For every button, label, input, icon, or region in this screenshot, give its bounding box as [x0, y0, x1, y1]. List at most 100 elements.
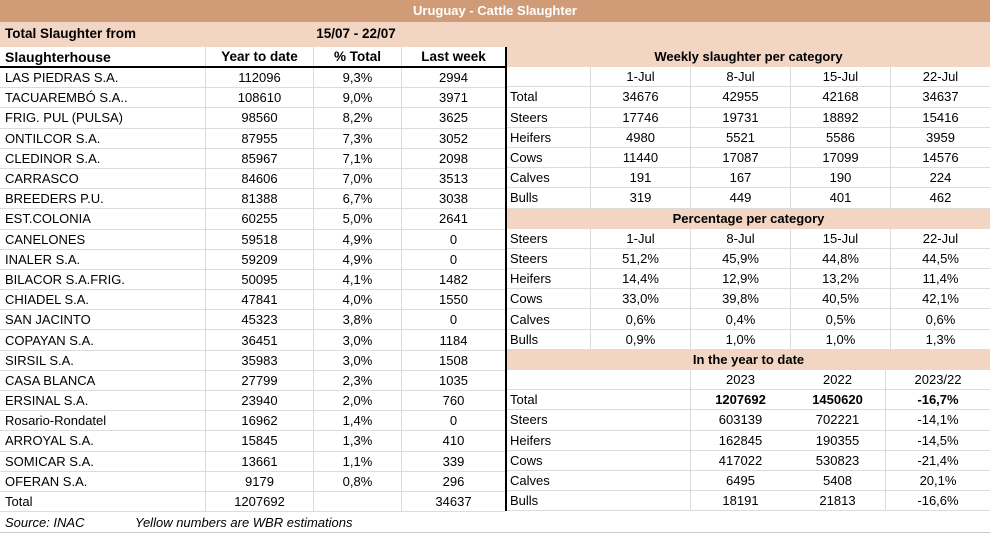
- value-cell[interactable]: 44,8%: [790, 248, 890, 269]
- value-cell[interactable]: 45,9%: [690, 248, 790, 269]
- slaughterhouse-name-cell[interactable]: Total: [0, 491, 206, 512]
- value-cell[interactable]: 15416: [890, 107, 990, 127]
- value-cell[interactable]: 42,1%: [890, 289, 990, 309]
- year-to-date-cell[interactable]: 50095: [206, 269, 314, 290]
- value-cell[interactable]: 0,4%: [690, 309, 790, 329]
- value-cell[interactable]: -16,6%: [885, 491, 990, 511]
- slaughterhouse-name-cell[interactable]: OFERAN S.A.: [0, 471, 206, 491]
- last-week-cell[interactable]: 34637: [435, 494, 472, 510]
- value-cell[interactable]: 3959: [890, 127, 990, 147]
- category-label-cell[interactable]: Heifers: [510, 271, 552, 287]
- pct-total-cell[interactable]: [314, 491, 402, 512]
- category-label-cell[interactable]: Cows: [510, 452, 543, 468]
- last-week-cell[interactable]: 3971: [439, 90, 468, 106]
- pct-total-cell[interactable]: 6,7%: [314, 189, 402, 209]
- slaughterhouse-name-cell[interactable]: COPAYAN S.A.: [0, 330, 206, 350]
- last-week-cell[interactable]: 3513: [439, 171, 468, 187]
- last-week-cell[interactable]: 1482: [439, 271, 468, 287]
- category-label-cell[interactable]: Cows: [510, 150, 543, 166]
- slaughterhouse-name-cell[interactable]: SIRSIL S.A.: [0, 350, 206, 370]
- value-cell[interactable]: 12,9%: [690, 269, 790, 289]
- slaughterhouse-name-cell[interactable]: FRIG. PUL (PULSA): [0, 108, 206, 128]
- pct-total-cell[interactable]: 2,3%: [314, 370, 402, 390]
- value-cell[interactable]: 319: [590, 188, 690, 208]
- value-cell[interactable]: 190355: [815, 432, 860, 448]
- pct-total-cell[interactable]: 9,3%: [314, 68, 402, 88]
- slaughterhouse-name-cell[interactable]: SAN JACINTO: [0, 310, 206, 330]
- year-to-date-cell[interactable]: 81388: [206, 189, 314, 209]
- value-cell[interactable]: -14,5%: [885, 430, 990, 450]
- pct-total-cell[interactable]: 9,0%: [314, 88, 402, 108]
- value-cell[interactable]: 5586: [790, 127, 890, 147]
- pct-total-cell[interactable]: 7,0%: [314, 168, 402, 189]
- year-to-date-cell[interactable]: 15845: [206, 431, 314, 451]
- last-week-cell[interactable]: 0: [449, 312, 458, 328]
- last-week-cell[interactable]: 2641: [439, 211, 468, 227]
- value-cell[interactable]: 14576: [890, 147, 990, 168]
- pct-total-cell[interactable]: 3,8%: [314, 310, 402, 330]
- last-week-cell[interactable]: 1184: [439, 332, 468, 348]
- category-label-cell[interactable]: Bulls: [510, 190, 539, 206]
- slaughterhouse-name-cell[interactable]: LAS PIEDRAS S.A.: [0, 68, 206, 88]
- value-cell[interactable]: 33,0%: [590, 289, 690, 309]
- slaughterhouse-name-cell[interactable]: TACUAREMBÓ S.A..: [0, 88, 206, 108]
- pct-total-cell[interactable]: 7,3%: [314, 128, 402, 148]
- category-label-cell[interactable]: Heifers: [510, 432, 552, 448]
- slaughterhouse-name-cell[interactable]: CASA BLANCA: [0, 370, 206, 390]
- value-cell[interactable]: 42955: [690, 87, 790, 107]
- value-cell[interactable]: 18191: [690, 491, 790, 511]
- last-week-cell[interactable]: 3625: [439, 110, 468, 126]
- year-to-date-cell[interactable]: 112096: [206, 68, 314, 88]
- year-to-date-cell[interactable]: 45323: [206, 310, 314, 330]
- year-to-date-cell[interactable]: 108610: [206, 88, 314, 108]
- year-to-date-cell[interactable]: 9179: [206, 471, 314, 491]
- value-cell[interactable]: 1207692: [690, 390, 790, 410]
- last-week-cell[interactable]: 3052: [439, 130, 468, 146]
- category-label-cell[interactable]: Heifers: [510, 129, 552, 145]
- last-week-cell[interactable]: 0: [449, 413, 458, 429]
- category-label-cell[interactable]: Total: [510, 89, 538, 105]
- slaughterhouse-name-cell[interactable]: CANELONES: [0, 229, 206, 249]
- slaughterhouse-name-cell[interactable]: EST.COLONIA: [0, 209, 206, 229]
- value-cell[interactable]: 603139: [690, 410, 790, 430]
- slaughterhouse-name-cell[interactable]: ERSINAL S.A.: [0, 391, 206, 411]
- last-week-cell[interactable]: 0: [449, 251, 458, 267]
- slaughterhouse-name-cell[interactable]: SOMICAR S.A.: [0, 451, 206, 471]
- year-to-date-cell[interactable]: 23940: [206, 391, 314, 411]
- slaughterhouse-name-cell[interactable]: BREEDERS P.U.: [0, 189, 206, 209]
- value-cell[interactable]: 1,0%: [790, 329, 890, 349]
- value-cell[interactable]: 1450620: [812, 392, 863, 408]
- value-cell[interactable]: 13,2%: [790, 269, 890, 289]
- value-cell[interactable]: 702221: [815, 412, 860, 428]
- value-cell[interactable]: 39,8%: [690, 289, 790, 309]
- value-cell[interactable]: -21,4%: [885, 450, 990, 470]
- pct-total-cell[interactable]: 4,9%: [314, 249, 402, 269]
- value-cell[interactable]: 0,6%: [590, 309, 690, 329]
- value-cell[interactable]: 17746: [590, 107, 690, 127]
- pct-total-cell[interactable]: 2,0%: [314, 391, 402, 411]
- slaughterhouse-name-cell[interactable]: Rosario-Rondatel: [0, 411, 206, 431]
- value-cell[interactable]: 20,1%: [885, 470, 990, 491]
- last-week-cell[interactable]: 1550: [439, 292, 468, 308]
- pct-total-cell[interactable]: 7,1%: [314, 148, 402, 168]
- last-week-cell[interactable]: 1035: [439, 372, 468, 388]
- value-cell[interactable]: 191: [590, 168, 690, 188]
- value-cell[interactable]: 44,5%: [890, 248, 990, 269]
- last-week-cell[interactable]: 410: [442, 433, 465, 449]
- pct-total-cell[interactable]: 5,0%: [314, 209, 402, 229]
- slaughterhouse-name-cell[interactable]: CHIADEL S.A.: [0, 290, 206, 310]
- category-label-cell[interactable]: Bulls: [510, 493, 539, 509]
- year-to-date-cell[interactable]: 35983: [206, 350, 314, 370]
- year-to-date-cell[interactable]: 59518: [206, 229, 314, 249]
- value-cell[interactable]: 5521: [690, 127, 790, 147]
- last-week-cell[interactable]: 296: [442, 473, 465, 489]
- value-cell[interactable]: 462: [890, 188, 990, 208]
- slaughterhouse-name-cell[interactable]: CARRASCO: [0, 168, 206, 189]
- category-label-cell[interactable]: Steers: [510, 412, 548, 428]
- value-cell[interactable]: 19731: [690, 107, 790, 127]
- value-cell[interactable]: 17099: [790, 147, 890, 168]
- value-cell[interactable]: 1,0%: [690, 329, 790, 349]
- category-label-cell[interactable]: Total: [510, 392, 538, 408]
- last-week-cell[interactable]: 0: [449, 231, 458, 247]
- value-cell[interactable]: 18892: [790, 107, 890, 127]
